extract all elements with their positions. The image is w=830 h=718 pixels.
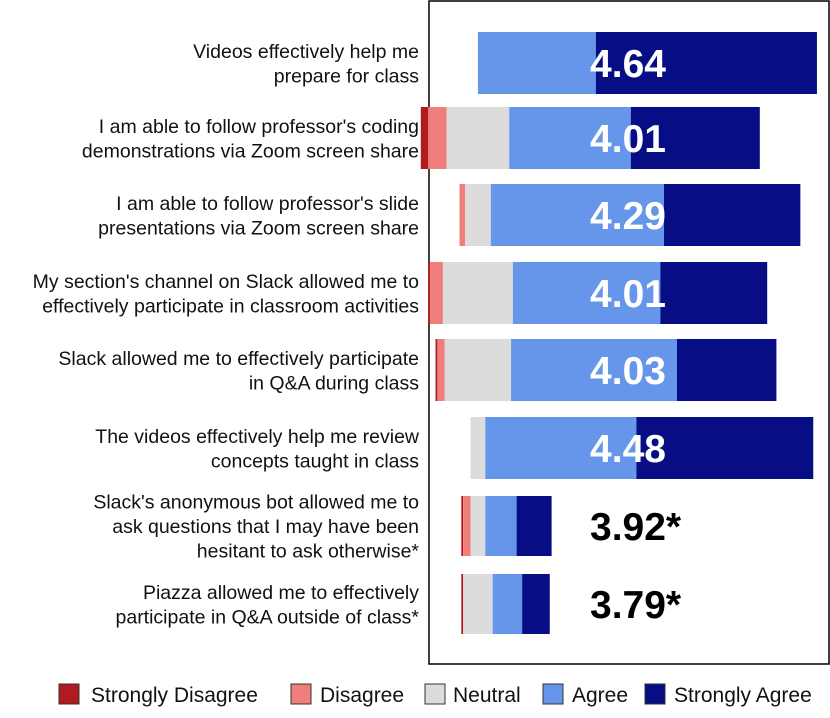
bar-segment	[437, 339, 445, 401]
bar-segment	[470, 496, 486, 556]
bar-segment	[442, 262, 513, 324]
mean-score-label: 4.01	[590, 273, 666, 316]
bar-segment	[516, 496, 552, 556]
bar-segment	[461, 574, 464, 634]
bar-segment	[522, 574, 550, 634]
bar-segment	[485, 496, 517, 556]
bar-segment	[428, 107, 447, 169]
question-label: I am able to follow professor's slide	[116, 193, 419, 215]
legend-swatch	[644, 683, 666, 705]
mean-score-label: 4.29	[590, 195, 666, 238]
bar-segment	[420, 107, 429, 169]
bar-segment	[485, 417, 637, 479]
bars-layer	[420, 32, 817, 634]
mean-score-label: 4.64	[590, 43, 666, 86]
question-label: hesitant to ask otherwise*	[197, 541, 420, 563]
mean-score-label: 4.48	[590, 428, 666, 471]
legend-label: Disagree	[320, 684, 404, 707]
bar-segment	[595, 32, 817, 94]
question-label: ask questions that I may have been	[112, 516, 419, 538]
bar-segment	[444, 339, 512, 401]
bar-segment	[512, 262, 661, 324]
bar-segment	[465, 184, 491, 246]
question-label: participate in Q&A outside of class*	[116, 606, 420, 628]
legend-label: Agree	[572, 684, 628, 707]
question-label: Slack allowed me to effectively particip…	[58, 348, 419, 370]
bar-segment	[477, 32, 596, 94]
legend-swatch	[542, 683, 564, 705]
legend-swatch	[58, 683, 80, 705]
bar-segment	[463, 496, 471, 556]
bar-segment	[660, 262, 768, 324]
bar-segment	[470, 417, 486, 479]
bar-segment	[428, 262, 430, 324]
legend-label: Strongly Disagree	[91, 684, 258, 707]
plot-frame	[428, 0, 830, 665]
legend-swatch	[290, 683, 312, 705]
mean-score-label: 3.79*	[590, 584, 682, 627]
bar-segment	[511, 339, 677, 401]
legend: Strongly Disagree Disagree Neutral Agree Str…	[58, 683, 812, 707]
question-label: in Q&A during class	[249, 372, 419, 394]
legend-swatch	[424, 683, 446, 705]
mean-scores: 4.64 4.01 4.29 4.01 4.03 4.48 3.92* 3.79*	[590, 43, 682, 627]
bar-segment	[435, 339, 438, 401]
question-label: The videos effectively help me review	[95, 426, 420, 448]
bar-segment	[676, 339, 777, 401]
question-label: Piazza allowed me to effectively	[143, 582, 419, 604]
question-label: effectively participate in classroom act…	[42, 295, 419, 317]
bar-segment	[492, 574, 523, 634]
legend-label: Neutral	[453, 684, 521, 707]
bar-segment	[630, 107, 760, 169]
question-label: I am able to follow professor's coding	[99, 116, 419, 138]
question-label: Videos effectively help me	[193, 41, 419, 63]
bar-segment	[461, 496, 464, 556]
bar-segment	[509, 107, 631, 169]
mean-score-label: 4.03	[590, 350, 666, 393]
question-label: My section's channel on Slack allowed me…	[33, 271, 419, 293]
question-label: prepare for class	[274, 65, 419, 87]
bar-segment	[463, 574, 493, 634]
mean-score-label: 4.01	[590, 118, 666, 161]
question-label: Slack's anonymous bot allowed me to	[93, 492, 419, 514]
bar-segment	[459, 184, 466, 246]
bar-segment	[430, 262, 443, 324]
bar-segment	[664, 184, 801, 246]
bar-segment	[446, 107, 510, 169]
legend-label: Strongly Agree	[674, 684, 812, 707]
bar-segment	[490, 184, 665, 246]
question-label: presentations via Zoom screen share	[98, 217, 419, 239]
question-label: demonstrations via Zoom screen share	[82, 140, 419, 162]
bar-segment	[636, 417, 814, 479]
question-label: concepts taught in class	[211, 450, 419, 472]
mean-score-label: 3.92*	[590, 506, 682, 549]
